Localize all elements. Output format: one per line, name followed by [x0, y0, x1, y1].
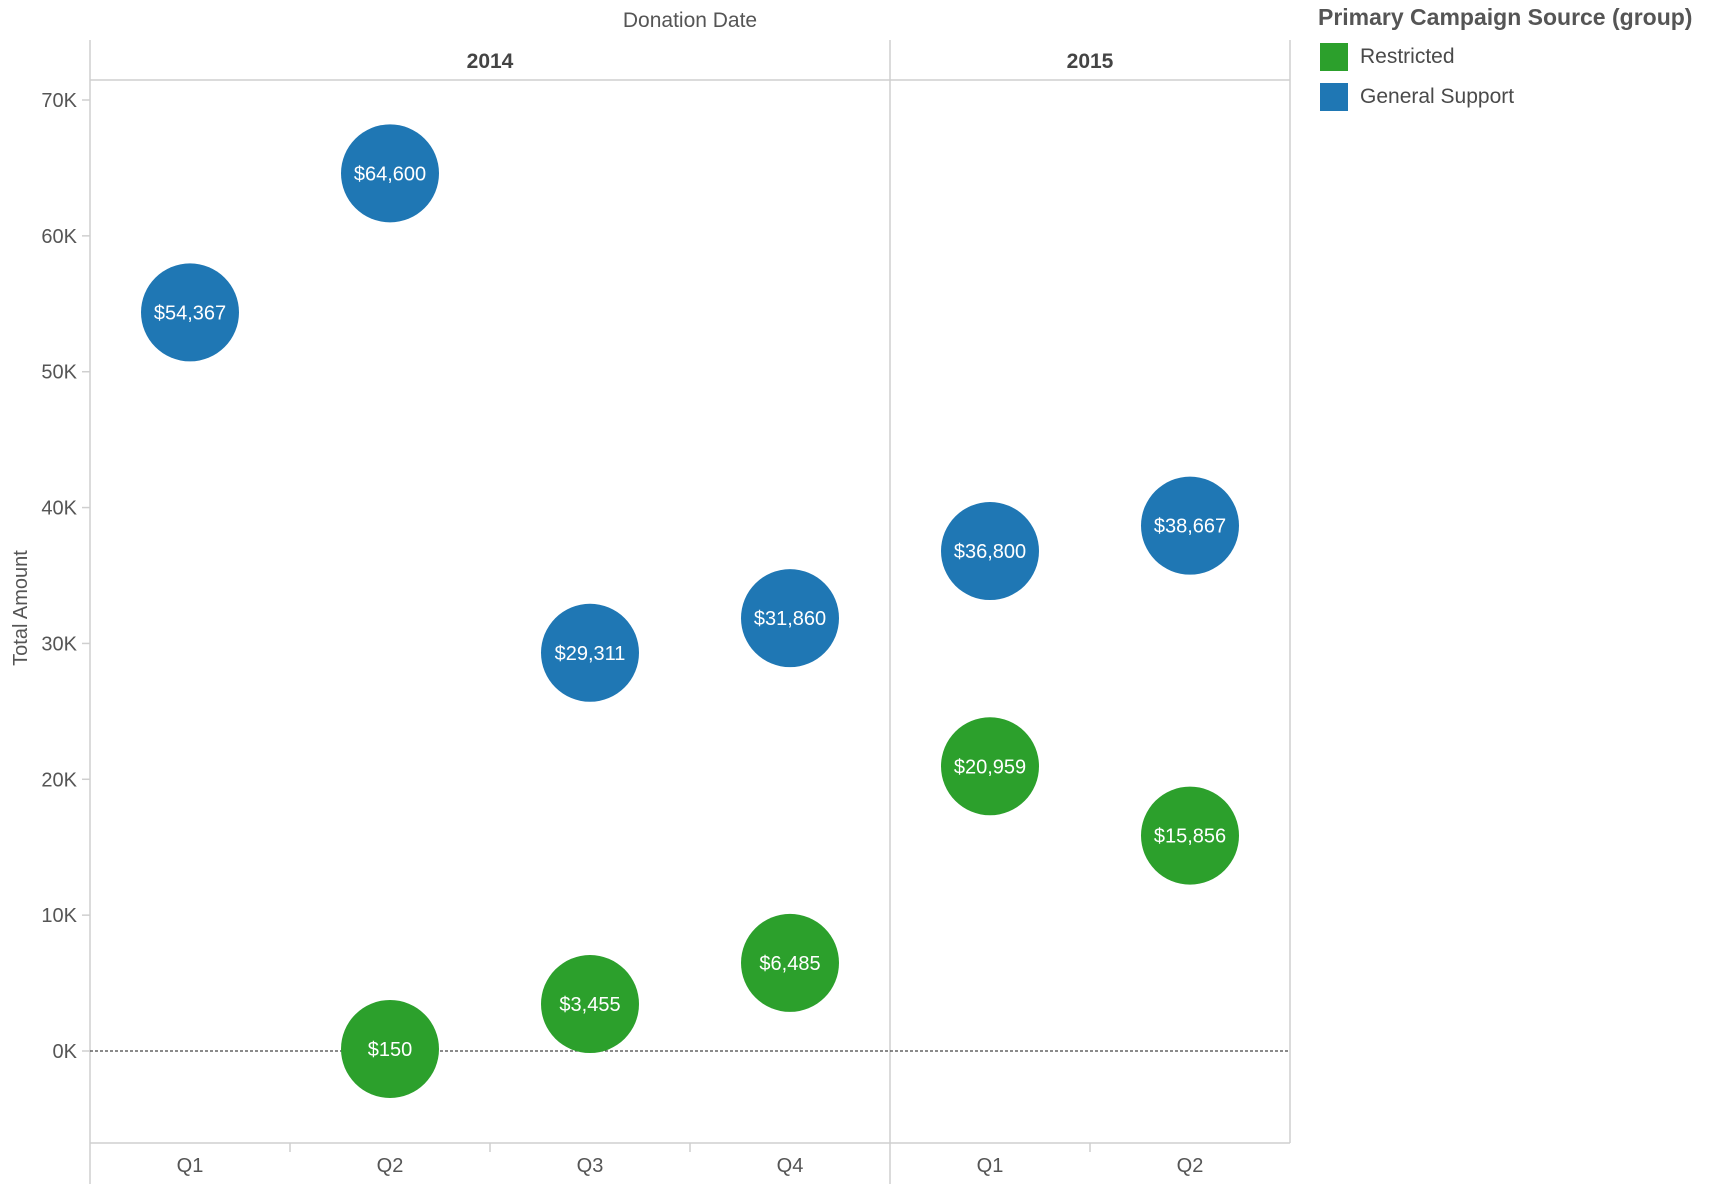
bubble-data-label: $20,959	[954, 756, 1026, 778]
year-header-label: 2015	[1067, 50, 1114, 73]
bubble-point	[941, 502, 1039, 601]
y-tick-label: 10K	[41, 905, 77, 927]
bubble-point	[941, 717, 1039, 816]
legend-label-general-support: General Support	[1360, 85, 1515, 108]
bubble-data-label: $31,860	[754, 608, 826, 630]
bubble-data-label: $6,485	[759, 953, 820, 975]
y-tick-label: 30K	[41, 633, 77, 655]
x-tick-label: Q3	[577, 1155, 604, 1177]
bubble-data-label: $38,667	[1154, 516, 1226, 538]
bubble-point	[341, 999, 439, 1098]
x-tick-label: Q1	[977, 1155, 1004, 1177]
bubble-data-label: $36,800	[954, 541, 1026, 563]
chart-title: Donation Date	[623, 9, 757, 32]
bubble-data-label: $15,856	[1154, 826, 1226, 848]
year-header-label: 2014	[467, 50, 514, 73]
y-tick-label: 60K	[41, 226, 77, 248]
bubble-point	[1141, 786, 1239, 885]
bubble-data-label: $54,367	[154, 302, 226, 324]
bubble-point	[741, 569, 839, 668]
y-tick-label: 40K	[41, 498, 77, 520]
bubble-marks: $54,367 $64,600 $29,311 $31,860 $36,800 $38,6…	[141, 124, 1239, 1098]
x-tick-label: Q4	[777, 1155, 804, 1177]
chart-frame	[89, 40, 1291, 1184]
y-tick-label: 20K	[41, 769, 77, 791]
y-tick-label: 50K	[41, 362, 77, 384]
year-headers: 2014 2015	[467, 50, 1114, 73]
x-tick-label: Q2	[377, 1155, 404, 1177]
y-axis-label: Total Amount	[10, 550, 32, 666]
legend-item-general-support[interactable]: General Support	[1320, 77, 1692, 117]
bubble-data-label: $150	[368, 1039, 413, 1061]
x-tick-label: Q1	[177, 1155, 204, 1177]
x-tick-label: Q2	[1177, 1155, 1204, 1177]
legend-swatch-general-support	[1320, 83, 1348, 111]
legend-swatch-restricted	[1320, 43, 1348, 71]
legend-title: Primary Campaign Source (group)	[1318, 4, 1693, 30]
bubble-point	[741, 913, 839, 1012]
legend: Primary Campaign Source (group) Restrict…	[1318, 4, 1692, 117]
y-tick-label: 0K	[53, 1041, 78, 1063]
y-tick-label: 70K	[41, 90, 77, 112]
bubble-data-label: $29,311	[555, 643, 626, 665]
bubble-data-label: $3,455	[559, 994, 620, 1016]
legend-label-restricted: Restricted	[1360, 45, 1455, 68]
y-axis-ticks: 70K 60K 50K 40K 30K 20K 10K 0K	[41, 90, 90, 1063]
bubble-point	[141, 263, 239, 362]
bubble-data-label: $64,600	[354, 163, 426, 185]
bubble-point	[341, 124, 439, 223]
bubble-point	[541, 603, 639, 702]
bubble-point	[541, 955, 639, 1054]
bubble-point	[1141, 476, 1239, 575]
legend-item-restricted[interactable]: Restricted	[1320, 37, 1692, 77]
x-axis-ticks: Q1 Q2 Q3 Q4 Q1 Q2	[177, 1155, 1204, 1177]
